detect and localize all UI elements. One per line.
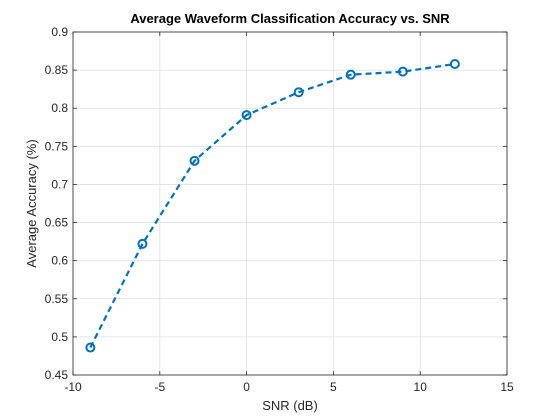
grid-lines xyxy=(72,31,508,376)
y-tick-label: 0.6 xyxy=(51,254,68,268)
y-tick-label: 0.9 xyxy=(51,25,68,39)
data-point xyxy=(85,342,96,353)
y-tick-label: 0.85 xyxy=(45,63,69,77)
data-point xyxy=(241,110,252,121)
y-tick-label: 0.7 xyxy=(51,177,68,191)
x-tick-label: 10 xyxy=(414,380,428,394)
x-tick-label: -10 xyxy=(64,380,82,394)
x-tick-labels: -10 -5 0 5 10 15 xyxy=(64,380,514,394)
y-tick-label: 0.75 xyxy=(45,139,69,153)
x-tick-label: 5 xyxy=(330,380,337,394)
x-tick-label: 0 xyxy=(243,380,250,394)
tick-marks xyxy=(72,31,508,376)
series-layer xyxy=(85,59,460,353)
y-tick-label: 0.45 xyxy=(45,368,69,382)
x-axis-label: SNR (dB) xyxy=(262,398,318,413)
data-point xyxy=(397,66,408,77)
y-tick-label: 0.55 xyxy=(45,292,69,306)
y-tick-labels: 0.45 0.5 0.55 0.6 0.65 0.7 0.75 0.8 0.85 0.9 xyxy=(45,25,69,382)
data-point xyxy=(189,155,200,166)
data-point xyxy=(293,87,304,98)
data-point xyxy=(449,59,460,70)
axes-box xyxy=(72,31,508,376)
data-point xyxy=(345,69,356,80)
series-line xyxy=(89,62,456,349)
y-tick-label: 0.8 xyxy=(51,101,68,115)
x-tick-label: 15 xyxy=(500,380,514,394)
plot-area xyxy=(73,32,507,375)
data-point xyxy=(137,238,148,249)
y-tick-label: 0.5 xyxy=(51,330,68,344)
y-axis-label: Average Accuracy (%) xyxy=(24,139,39,267)
x-tick-label: -5 xyxy=(154,380,165,394)
chart-title: Average Waveform Classification Accuracy… xyxy=(130,11,450,26)
y-tick-label: 0.65 xyxy=(45,216,69,230)
